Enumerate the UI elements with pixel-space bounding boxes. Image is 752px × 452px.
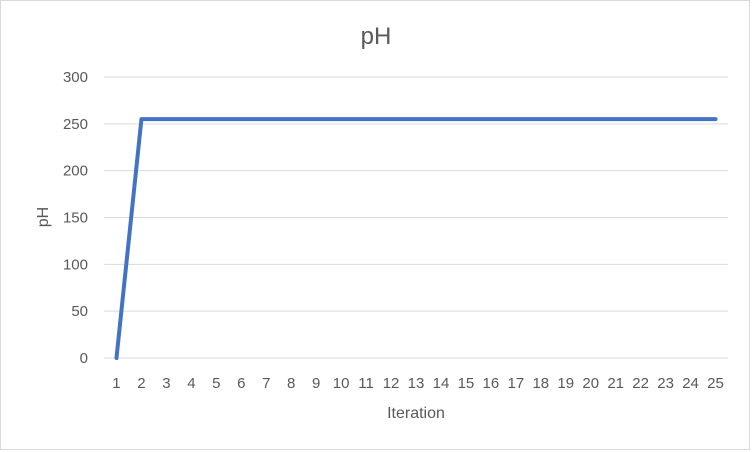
x-tick-label: 20 <box>582 375 599 392</box>
x-tick-label: 4 <box>187 375 195 392</box>
x-tick-label: 18 <box>532 375 549 392</box>
y-axis-ticks: 0 50 100 150 200 250 300 <box>63 69 88 367</box>
x-tick-label: 13 <box>408 375 425 392</box>
x-tick-label: 3 <box>162 375 170 392</box>
series-layer <box>114 117 718 360</box>
x-tick-label: 25 <box>707 375 724 392</box>
y-tick-label: 200 <box>63 163 88 180</box>
series-line-0 <box>114 117 718 360</box>
x-tick-label: 15 <box>458 375 475 392</box>
x-tick-label: 6 <box>237 375 245 392</box>
y-tick-label: 300 <box>63 69 88 86</box>
x-tick-label: 9 <box>312 375 320 392</box>
x-tick-label: 11 <box>358 375 374 392</box>
x-tick-label: 5 <box>212 375 220 392</box>
x-tick-label: 24 <box>682 375 699 392</box>
x-tick-label: 19 <box>557 375 574 392</box>
y-tick-label: 50 <box>71 303 88 320</box>
x-tick-label: 16 <box>483 375 500 392</box>
y-axis-label: pH <box>35 207 52 227</box>
gridlines <box>104 76 728 359</box>
chart-title: pH <box>361 23 392 50</box>
x-tick-label: 21 <box>607 375 624 392</box>
x-axis-ticks: 1 2 3 4 5 6 7 8 9 10 11 12 13 14 15 16 17 18 19 20 21 22 23 24 2… <box>112 375 724 392</box>
x-tick-label: 10 <box>333 375 350 392</box>
x-tick-label: 8 <box>287 375 295 392</box>
x-tick-label: 23 <box>657 375 674 392</box>
y-tick-label: 100 <box>63 256 88 273</box>
y-tick-label: 150 <box>63 210 88 227</box>
x-tick-label: 1 <box>112 375 120 392</box>
x-tick-label: 14 <box>433 375 450 392</box>
x-tick-label: 22 <box>632 375 649 392</box>
y-tick-label: 250 <box>63 116 88 133</box>
x-tick-label: 2 <box>137 375 145 392</box>
x-tick-label: 12 <box>383 375 400 392</box>
x-tick-label: 17 <box>507 375 524 392</box>
y-tick-label: 0 <box>80 350 88 367</box>
x-tick-label: 7 <box>262 375 270 392</box>
x-axis-label: Iteration <box>387 405 445 422</box>
